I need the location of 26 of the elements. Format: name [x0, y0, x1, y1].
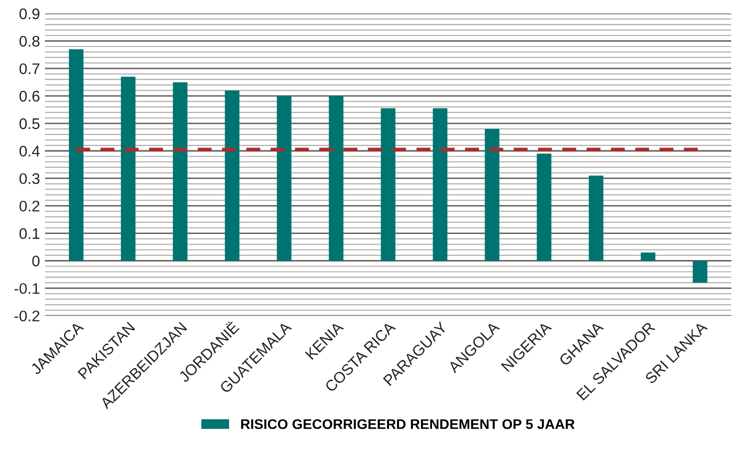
y-tick-label: 0.4 — [20, 146, 40, 157]
y-tick-label: 0.5 — [20, 118, 40, 130]
y-tick-label: 0.7 — [20, 63, 40, 74]
bar — [224, 90, 240, 261]
legend-label: RISICO GECORRIGEERD RENDEMENT OP 5 JAAR — [241, 419, 575, 430]
y-tick-label: 0.3 — [20, 173, 40, 184]
y-tick-label: 0.2 — [20, 200, 40, 212]
bar — [120, 76, 136, 261]
y-tick-label: 0.1 — [20, 228, 40, 239]
bar — [536, 154, 552, 261]
y-tick-label: 0 — [32, 256, 40, 266]
y-tick-label: 0.6 — [20, 90, 40, 102]
bar — [172, 82, 188, 261]
y-tick-label: -0.2 — [14, 310, 40, 322]
bar — [276, 96, 292, 261]
y-tick-label: 0.9 — [20, 8, 40, 20]
bar — [328, 96, 344, 261]
bar — [692, 260, 708, 283]
bar — [588, 176, 604, 261]
bar — [484, 128, 500, 261]
y-tick-label: 0.8 — [20, 36, 40, 47]
bar — [640, 252, 656, 261]
bar — [68, 49, 84, 261]
bar — [432, 108, 448, 261]
bar — [380, 108, 396, 261]
y-tick-label: -0.1 — [14, 283, 40, 294]
